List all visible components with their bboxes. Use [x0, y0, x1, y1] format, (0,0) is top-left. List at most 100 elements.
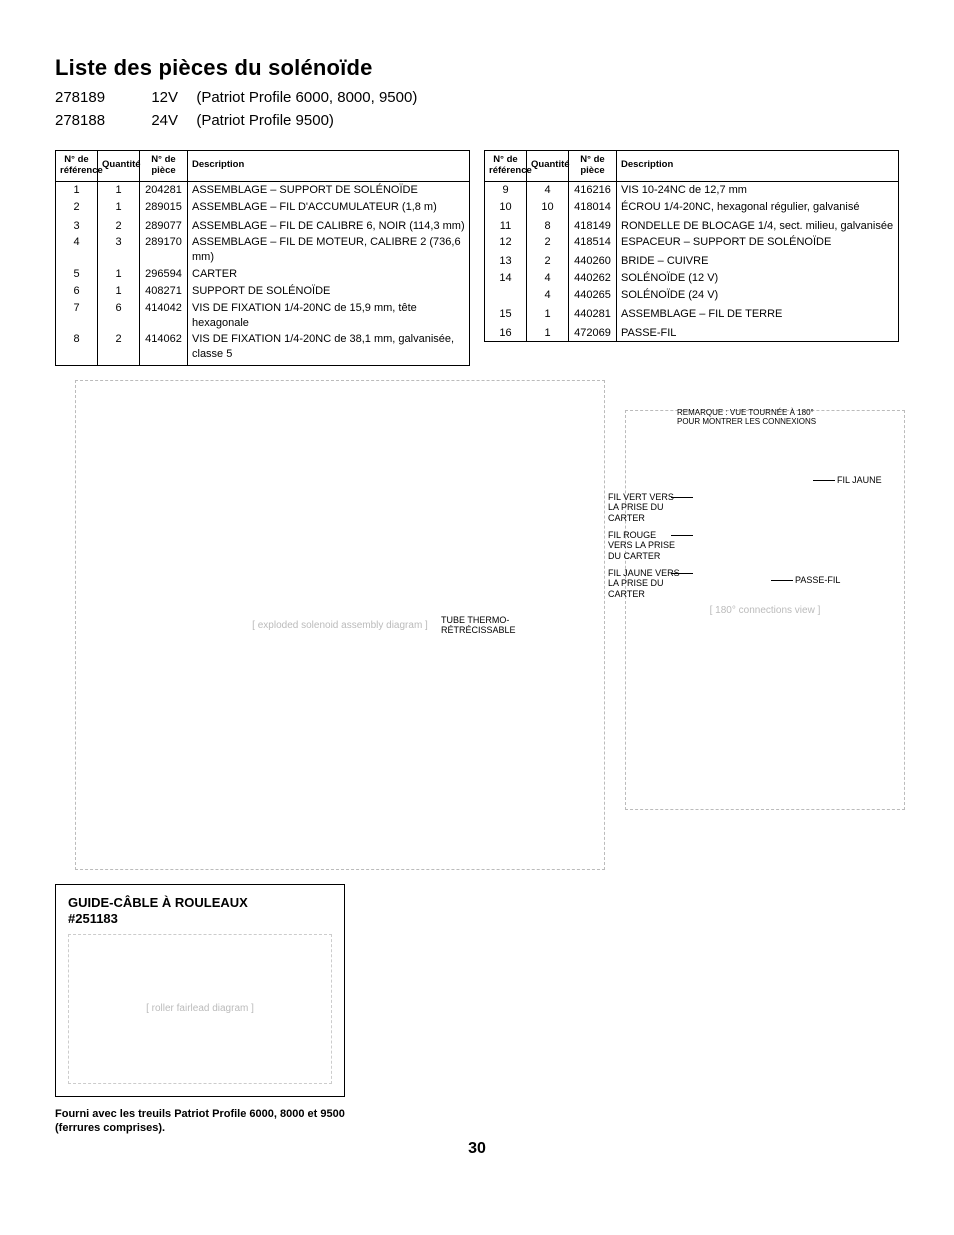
table-row: 11204281ASSEMBLAGE – SUPPORT DE SOLÉNOÏD…: [56, 181, 470, 198]
cell-desc: VIS DE FIXATION 1/4-20NC de 38,1 mm, gal…: [188, 331, 470, 363]
cell-qty: 2: [98, 331, 140, 363]
table-row: 51296594CARTER: [56, 266, 470, 283]
table-header-row: N° de référence Quantité N° de pièce Des…: [485, 151, 899, 182]
page-title: Liste des pièces du solénoïde: [55, 55, 899, 81]
cell-ref: 12: [485, 234, 527, 251]
header-lines: 278189 12V (Patriot Profile 6000, 8000, …: [55, 87, 899, 132]
guide-caption: Fourni avec les treuils Patriot Profile …: [55, 1107, 355, 1137]
label-fil-vert: FIL VERT VERSLA PRISE DUCARTER: [608, 492, 674, 523]
header-volt: 24V: [137, 110, 192, 133]
cell-desc: [188, 363, 470, 366]
cell-part: 440265: [569, 287, 617, 304]
cell-qty: 6: [98, 300, 140, 332]
cell-part: 418014: [569, 199, 617, 216]
cell-desc: VIS DE FIXATION 1/4-20NC de 15,9 mm, têt…: [188, 300, 470, 332]
leader-line: [671, 573, 693, 574]
leader-line: [671, 497, 693, 498]
th-desc: Description: [617, 151, 899, 182]
label-tube: TUBE THERMO-RÉTRÉCISSABLE: [441, 615, 516, 636]
cell-qty: 8: [527, 218, 569, 235]
cell-ref: 8: [56, 331, 98, 363]
cell-part: [140, 363, 188, 366]
cell-part: 440260: [569, 253, 617, 270]
parts-table-left: N° de référence Quantité N° de pièce Des…: [55, 150, 470, 366]
label-text: FIL JAUNE: [837, 475, 882, 485]
th-part: N° de pièce: [569, 151, 617, 182]
roller-fairlead-diagram: [ roller fairlead diagram ]: [68, 934, 332, 1084]
cell-part: 418514: [569, 234, 617, 251]
cell-qty: 1: [527, 306, 569, 323]
exploded-diagram-area: [ exploded solenoid assembly diagram ] […: [55, 380, 899, 880]
label-remarque: REMARQUE : VUE TOURNÉE À 180°POUR MONTRE…: [677, 408, 816, 426]
exploded-view-diagram: [ exploded solenoid assembly diagram ]: [75, 380, 605, 870]
cell-desc: SOLÉNOÏDE (12 V): [617, 270, 899, 287]
label-text: FIL VERT VERSLA PRISE DUCARTER: [608, 492, 674, 523]
table-header-row: N° de référence Quantité N° de pièce Des…: [56, 151, 470, 182]
table-row: [56, 363, 470, 366]
table-row: 94416216VIS 10-24NC de 12,7 mm: [485, 181, 899, 198]
page: Liste des pièces du solénoïde 278189 12V…: [0, 0, 954, 1178]
page-number: 30: [55, 1140, 899, 1158]
cell-ref: 11: [485, 218, 527, 235]
label-fil-jaune-vers: FIL JAUNE VERSLA PRISE DUCARTER: [608, 568, 680, 599]
label-text: REMARQUE : VUE TOURNÉE À 180°POUR MONTRE…: [677, 408, 816, 426]
label-passe-fil: PASSE-FIL: [795, 575, 840, 585]
cell-qty: 4: [527, 287, 569, 304]
header-line-1: 278189 12V (Patriot Profile 6000, 8000, …: [55, 87, 899, 110]
header-line-2: 278188 24V (Patriot Profile 9500): [55, 110, 899, 133]
header-note: (Patriot Profile 6000, 8000, 9500): [196, 89, 417, 106]
cell-qty: 3: [98, 234, 140, 266]
cell-desc: SUPPORT DE SOLÉNOÏDE: [188, 283, 470, 300]
cell-part: 289077: [140, 218, 188, 235]
table-right-wrap: N° de référence Quantité N° de pièce Des…: [484, 150, 899, 366]
th-ref: N° de référence: [485, 151, 527, 182]
cell-ref: 1: [56, 181, 98, 198]
cell-part: 289015: [140, 199, 188, 216]
cell-ref: 15: [485, 306, 527, 323]
leader-line: [671, 535, 693, 536]
cell-desc: ÉCROU 1/4-20NC, hexagonal régulier, galv…: [617, 199, 899, 216]
table-row: 21289015ASSEMBLAGE – FIL D'ACCUMULATEUR …: [56, 199, 470, 216]
cell-ref: 13: [485, 253, 527, 270]
cell-desc: ASSEMBLAGE – FIL D'ACCUMULATEUR (1,8 m): [188, 199, 470, 216]
cell-part: 472069: [569, 325, 617, 342]
cell-part: 296594: [140, 266, 188, 283]
cell-part: 414042: [140, 300, 188, 332]
table-row: 151440281ASSEMBLAGE – FIL DE TERRE: [485, 306, 899, 323]
cell-desc: RONDELLE DE BLOCAGE 1/4, sect. milieu, g…: [617, 218, 899, 235]
table-row: 118418149RONDELLE DE BLOCAGE 1/4, sect. …: [485, 218, 899, 235]
table-row: 132440260BRIDE – CUIVRE: [485, 253, 899, 270]
cell-qty: 1: [527, 325, 569, 342]
cell-desc: ASSEMBLAGE – FIL DE TERRE: [617, 306, 899, 323]
cell-qty: 2: [98, 218, 140, 235]
cell-qty: 4: [527, 181, 569, 198]
cell-part: 414062: [140, 331, 188, 363]
cell-ref: [485, 287, 527, 304]
cell-qty: 2: [527, 234, 569, 251]
cell-qty: 1: [98, 283, 140, 300]
label-fil-jaune: FIL JAUNE: [837, 475, 882, 485]
header-pn: 278189: [55, 87, 133, 110]
leader-line: [813, 480, 835, 481]
cell-desc: PASSE-FIL: [617, 325, 899, 342]
th-desc: Description: [188, 151, 470, 182]
cell-desc: ASSEMBLAGE – FIL DE MOTEUR, CALIBRE 2 (7…: [188, 234, 470, 266]
guide-title: GUIDE-CÂBLE À ROULEAUX #251183: [68, 895, 332, 928]
th-part: N° de pièce: [140, 151, 188, 182]
parts-table-right: N° de référence Quantité N° de pièce Des…: [484, 150, 899, 342]
th-qty: Quantité: [527, 151, 569, 182]
header-pn: 278188: [55, 110, 133, 133]
connections-view-diagram: [ 180° connections view ]: [625, 410, 905, 810]
guide-cable-box: GUIDE-CÂBLE À ROULEAUX #251183 [ roller …: [55, 884, 345, 1097]
cell-ref: 16: [485, 325, 527, 342]
cell-desc: ASSEMBLAGE – FIL DE CALIBRE 6, NOIR (114…: [188, 218, 470, 235]
table-row: 61408271SUPPORT DE SOLÉNOÏDE: [56, 283, 470, 300]
leader-line: [771, 580, 793, 581]
cell-part: 416216: [569, 181, 617, 198]
cell-part: 289170: [140, 234, 188, 266]
label-fil-rouge: FIL ROUGEVERS LA PRISEDU CARTER: [608, 530, 675, 561]
cell-ref: 7: [56, 300, 98, 332]
header-volt: 12V: [137, 87, 192, 110]
cell-qty: 2: [527, 253, 569, 270]
cell-qty: 4: [527, 270, 569, 287]
